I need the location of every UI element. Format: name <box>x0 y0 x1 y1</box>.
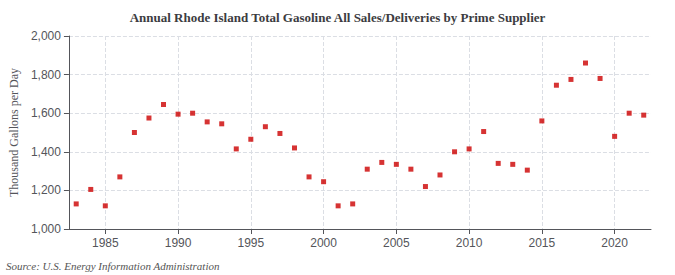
svg-text:2000: 2000 <box>310 236 337 250</box>
svg-text:1,800: 1,800 <box>31 68 61 82</box>
svg-text:2020: 2020 <box>601 236 628 250</box>
svg-text:Annual Rhode Island Total Gaso: Annual Rhode Island Total Gasoline All S… <box>130 10 546 25</box>
svg-text:1,000: 1,000 <box>31 222 61 236</box>
svg-text:2005: 2005 <box>383 236 410 250</box>
svg-text:2010: 2010 <box>456 236 483 250</box>
svg-text:1985: 1985 <box>92 236 119 250</box>
svg-text:1995: 1995 <box>237 236 264 250</box>
svg-text:1990: 1990 <box>165 236 192 250</box>
svg-text:Thousand Gallons per Day: Thousand Gallons per Day <box>7 68 21 197</box>
svg-text:2015: 2015 <box>529 236 556 250</box>
svg-text:1,600: 1,600 <box>31 106 61 120</box>
svg-text:1,200: 1,200 <box>31 183 61 197</box>
svg-text:2,000: 2,000 <box>31 29 61 43</box>
svg-text:1,400: 1,400 <box>31 145 61 159</box>
svg-text:Source: U.S. Energy Informatio: Source: U.S. Energy Information Administ… <box>6 260 220 272</box>
